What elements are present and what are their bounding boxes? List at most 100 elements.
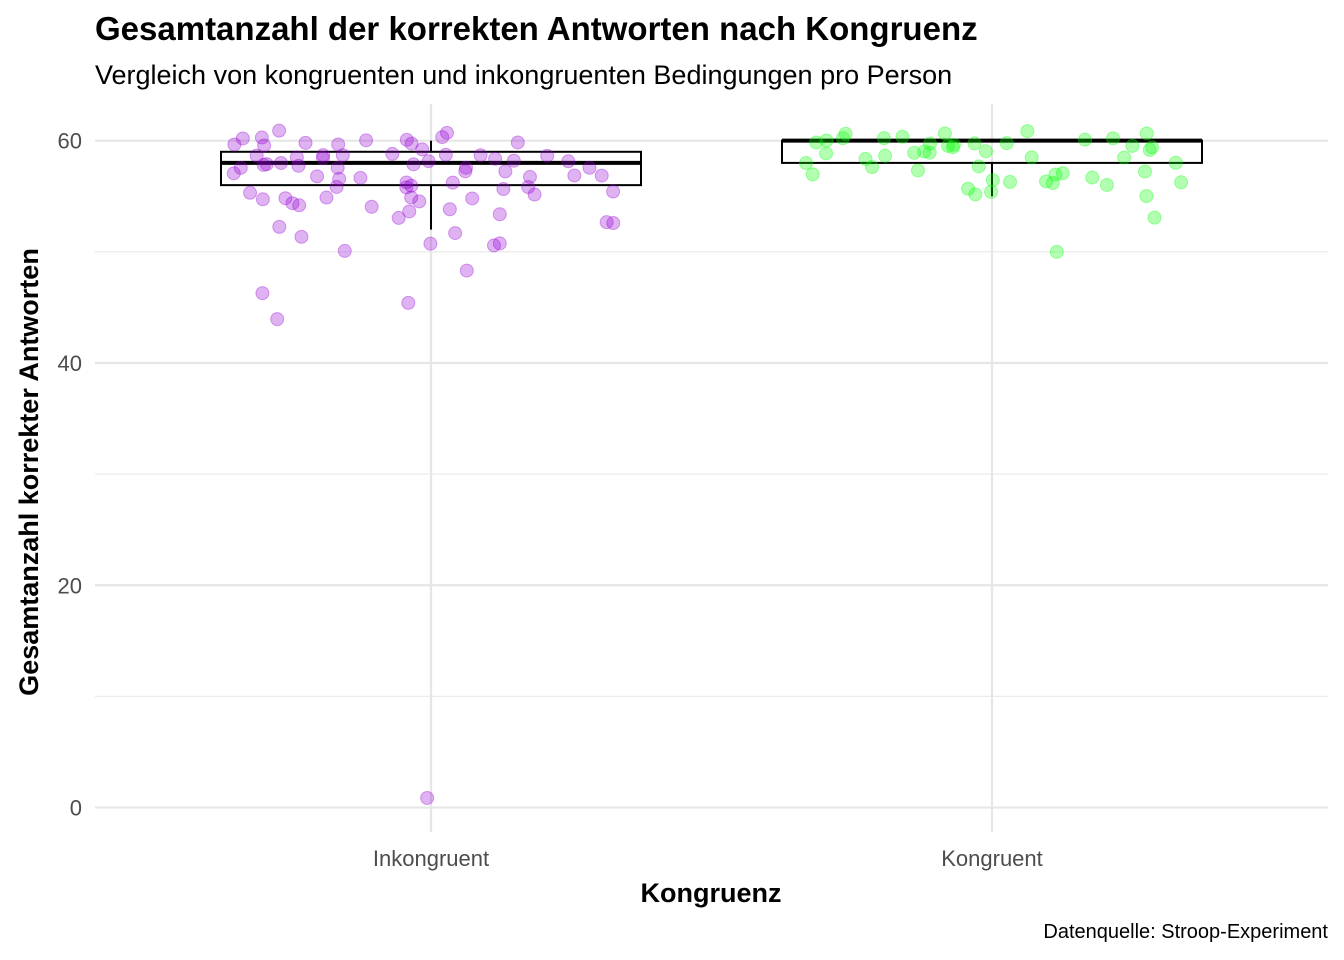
data-point [1048, 167, 1063, 182]
data-point [423, 236, 438, 251]
data-point [329, 179, 344, 194]
data-point [567, 168, 582, 183]
data-point [415, 142, 430, 157]
data-point [385, 146, 400, 161]
data-point [971, 159, 986, 174]
x-tick-label: Inkongruent [373, 846, 489, 871]
data-point [465, 191, 480, 206]
data-point [946, 137, 961, 152]
data-point [435, 130, 450, 145]
data-point [445, 175, 460, 190]
x-tick-label: Kongruent [941, 846, 1043, 871]
data-point [235, 131, 250, 146]
data-point [399, 132, 414, 147]
y-tick-label: 60 [58, 129, 82, 154]
data-point [606, 216, 621, 231]
data-point [448, 226, 463, 241]
data-point [521, 180, 536, 195]
data-point [404, 136, 419, 151]
data-point [1142, 142, 1157, 157]
data-point [406, 157, 421, 172]
data-point [1055, 166, 1070, 181]
grid-lines [95, 104, 1328, 832]
data-point [399, 180, 414, 195]
data-point [1020, 124, 1035, 139]
data-point [335, 148, 350, 163]
data-point [458, 160, 473, 175]
data-point [233, 160, 248, 175]
data-point [332, 171, 347, 186]
boxes [220, 138, 1203, 230]
data-point [337, 243, 352, 258]
data-point [420, 790, 435, 805]
data-point [1003, 174, 1018, 189]
y-tick-label: 0 [70, 796, 82, 821]
data-point [353, 170, 368, 185]
box-iqr [220, 150, 642, 187]
data-point [907, 145, 922, 160]
data-point [895, 129, 910, 144]
data-point [488, 151, 503, 166]
data-point [967, 136, 982, 151]
data-point [256, 157, 271, 172]
data-point [522, 169, 537, 184]
data-point [319, 190, 334, 205]
data-point [835, 131, 850, 146]
data-point [1117, 150, 1132, 165]
data-point [291, 158, 306, 173]
data-point [1125, 138, 1140, 153]
data-point [294, 229, 309, 244]
data-point [492, 236, 507, 251]
data-point [923, 136, 938, 151]
data-point [805, 167, 820, 182]
data-point [459, 263, 474, 278]
data-point [458, 164, 473, 179]
data-point [599, 215, 614, 230]
data-point [985, 173, 1000, 188]
data-point [865, 160, 880, 175]
data-point [259, 157, 274, 172]
data-point [1099, 177, 1114, 192]
data-point [561, 154, 576, 169]
data-point [274, 155, 289, 170]
data-point [984, 184, 999, 199]
data-point [1137, 164, 1152, 179]
data-point [510, 135, 525, 150]
data-point [364, 199, 379, 214]
data-point [838, 126, 853, 141]
y-tick-label: 40 [58, 351, 82, 376]
data-point [1168, 155, 1183, 170]
data-point [270, 312, 285, 327]
data-point [594, 168, 609, 183]
data-point [1147, 210, 1162, 225]
data-point [331, 137, 346, 152]
data-point [257, 138, 272, 153]
data-point [540, 148, 555, 163]
data-point [254, 130, 269, 145]
data-point [978, 144, 993, 159]
data-point [298, 135, 313, 150]
x-tick-labels: Inkongruent Kongruent [373, 846, 1043, 871]
y-axis-title: Gesamtanzahl korrekter Antworten [14, 248, 44, 696]
data-point [359, 133, 374, 148]
data-point [582, 160, 597, 175]
data-point [402, 204, 417, 219]
data-point [278, 191, 293, 206]
data-point [968, 187, 983, 202]
data-point [255, 192, 270, 207]
data-point [292, 198, 307, 213]
data-point [1077, 132, 1092, 147]
data-point [496, 182, 511, 197]
data-point [937, 126, 952, 141]
data-point [310, 169, 325, 184]
data-point [438, 147, 453, 162]
data-point [473, 148, 488, 163]
data-point [941, 138, 956, 153]
data-point [1139, 126, 1154, 141]
data-point [819, 146, 834, 161]
data-point [876, 131, 891, 146]
data-point [486, 238, 501, 253]
data-point [858, 151, 873, 166]
data-point [1039, 174, 1054, 189]
